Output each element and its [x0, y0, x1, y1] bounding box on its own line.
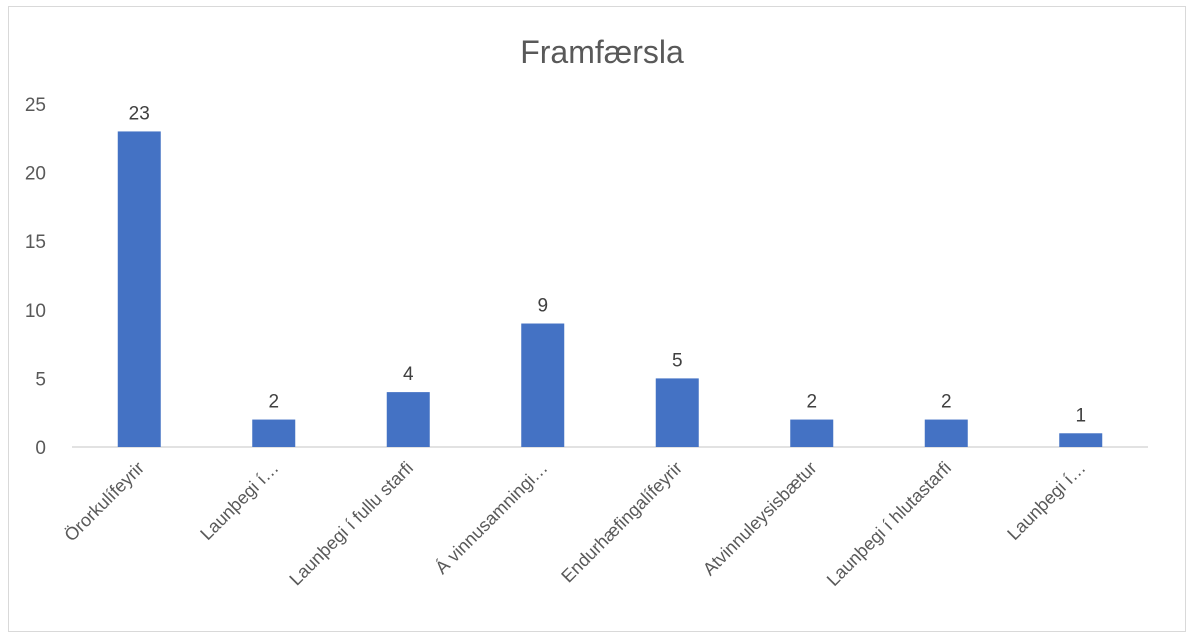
x-tick-label: Launþegi í… [196, 458, 282, 544]
chart-title: Framfærsla [520, 34, 684, 70]
bar [386, 392, 430, 447]
x-tick-label: Launþegi í… [1003, 458, 1089, 544]
x-tick-label: Endurhæfingalífeyrir [557, 458, 686, 587]
y-tick-label: 0 [35, 438, 46, 459]
x-axis: Örorkulífeyrir Launþegi í… Launþegi í full… [60, 458, 1089, 590]
bar [924, 419, 968, 447]
bar [655, 378, 699, 447]
bars [117, 131, 1103, 447]
y-tick-label: 20 [25, 164, 46, 185]
bar [1059, 433, 1103, 447]
x-tick-label: Á vinnusamningi… [431, 458, 551, 578]
data-label: 1 [1075, 405, 1086, 426]
bar [252, 419, 296, 447]
bar [521, 323, 565, 447]
data-label: 5 [672, 350, 683, 371]
data-label: 4 [403, 364, 414, 385]
data-label: 2 [268, 392, 279, 413]
x-tick-label: Örorkulífeyrir [60, 458, 148, 546]
y-axis: 0 5 10 15 20 25 [25, 95, 46, 459]
bar [117, 131, 161, 447]
x-tick-label: Launþegi í hlutastarfi [823, 458, 955, 590]
y-tick-label: 5 [35, 369, 46, 390]
bar [790, 419, 834, 447]
y-tick-label: 15 [25, 232, 46, 253]
data-label: 2 [941, 392, 952, 413]
x-tick-label: Launþegi í fullu starfi [285, 458, 417, 590]
y-tick-label: 25 [25, 95, 46, 116]
data-labels: 23 2 4 9 5 2 2 1 [129, 103, 1086, 426]
data-label: 9 [537, 296, 548, 317]
chart-frame [8, 6, 1186, 632]
data-label: 2 [806, 392, 817, 413]
y-tick-label: 10 [25, 301, 46, 322]
data-label: 23 [129, 103, 150, 124]
x-tick-label: Atvinnuleysisbætur [699, 458, 821, 580]
